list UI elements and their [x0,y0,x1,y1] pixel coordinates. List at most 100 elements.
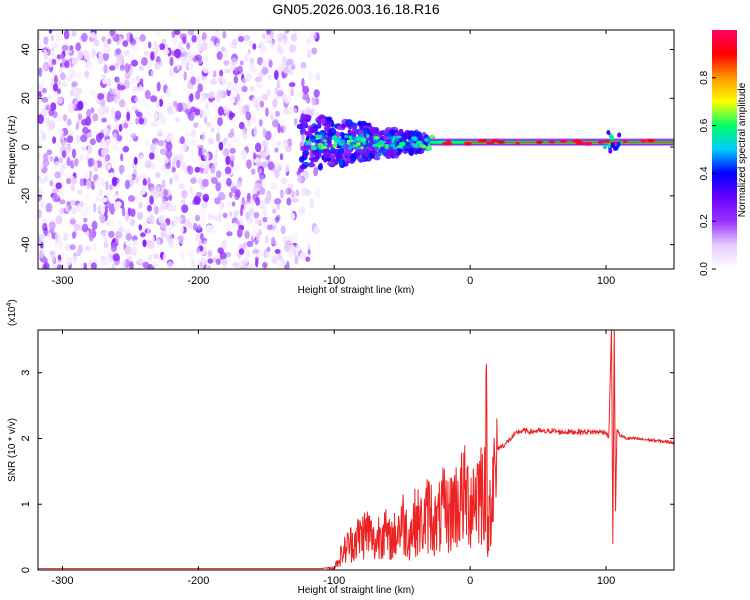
signal-disturbance-cell [602,144,607,150]
noise-cell [99,214,106,224]
noise-cell [49,155,54,162]
noise-cell [280,225,286,235]
noise-cell [199,261,203,269]
noise-cell [202,193,210,202]
noise-cell [142,178,147,187]
noise-cell [50,50,57,56]
noise-cell [170,68,174,74]
noise-cell [143,50,150,56]
noise-cell [118,123,123,132]
noise-cell [266,216,273,225]
onset-cell [356,155,361,161]
noise-cell [195,233,201,242]
noise-cell [242,130,248,140]
noise-cell [46,149,53,156]
noise-cell [262,216,268,223]
y-tick-label: 2 [20,435,32,441]
noise-cell [261,182,267,188]
spectrogram-x-label: Height of straight line (km) [298,285,415,296]
signal-peak-cell [491,138,499,143]
noise-cell [59,241,63,251]
colorbar-tick-label: 0.8 [699,70,710,84]
noise-cell [83,101,88,107]
noise-cell [169,56,174,67]
onset-cell [397,147,402,155]
signal-disturbance-cell [608,148,613,154]
noise-cell [98,132,104,139]
noise-cell [288,183,294,190]
noise-cell [196,75,200,85]
noise-cell [274,226,278,235]
noise-cell [89,234,94,242]
noise-cell [217,106,224,116]
noise-cell [65,137,71,143]
noise-cell [82,126,89,135]
onset-cell [310,153,315,158]
noise-cell [221,239,228,250]
noise-cell [135,75,140,81]
noise-cell [66,178,72,185]
noise-cell [67,103,75,114]
noise-cell [233,75,239,84]
noise-cell [255,258,259,268]
noise-cell [144,102,150,110]
y-tick-label: 40 [20,43,32,55]
onset-bright-cell [380,142,385,146]
noise-cell [72,255,78,265]
noise-cell [43,229,49,236]
signal-peak-cell [535,140,543,144]
noise-cell [38,67,43,78]
noise-cell [160,202,166,209]
noise-cell [181,56,187,67]
onset-bright-cell [391,138,395,144]
noise-cell [177,153,184,162]
noise-cell [315,72,321,82]
noise-cell [176,63,180,71]
noise-cell [101,117,107,123]
noise-cell [61,44,69,52]
noise-cell [307,249,311,255]
noise-cell [84,70,89,79]
noise-cell [299,251,307,261]
noise-cell [230,223,236,233]
onset-bright-cell [333,142,338,148]
noise-cell [114,146,120,153]
noise-cell [283,243,291,253]
noise-cell [99,257,106,267]
noise-cell [60,252,65,259]
noise-cell [194,166,201,173]
noise-cell [72,30,77,37]
onset-cell [357,120,362,127]
noise-cell [109,65,116,71]
noise-cell [51,70,57,77]
noise-cell [167,105,174,115]
noise-cell [197,83,203,93]
noise-cell [116,134,123,142]
noise-cell [287,138,293,148]
noise-cell [108,230,115,238]
noise-cell [162,253,167,263]
noise-cell [279,190,286,198]
onset-bright-cell [348,146,352,150]
noise-cell [45,202,53,213]
noise-cell [126,111,131,122]
noise-cell [244,230,250,240]
colorbar: 0.0 0.2 0.4 0.6 0.8 Normalized spectral ampl… [699,30,748,276]
noise-cell [222,193,226,200]
noise-cell [75,134,81,144]
noise-cell [40,128,44,136]
onset-bright-cell [387,136,393,140]
noise-cell [216,127,223,133]
noise-cell [42,159,50,167]
noise-cell [272,119,279,128]
noise-cell [305,256,311,262]
noise-cell [249,113,257,123]
onset-bright-cell [348,135,353,140]
noise-cell [69,89,75,97]
noise-cell [212,215,218,221]
onset-cell [327,132,335,138]
onset-bright-cell [416,140,423,145]
noise-cell [144,89,151,100]
noise-cell [222,148,230,157]
noise-cell [181,204,189,214]
